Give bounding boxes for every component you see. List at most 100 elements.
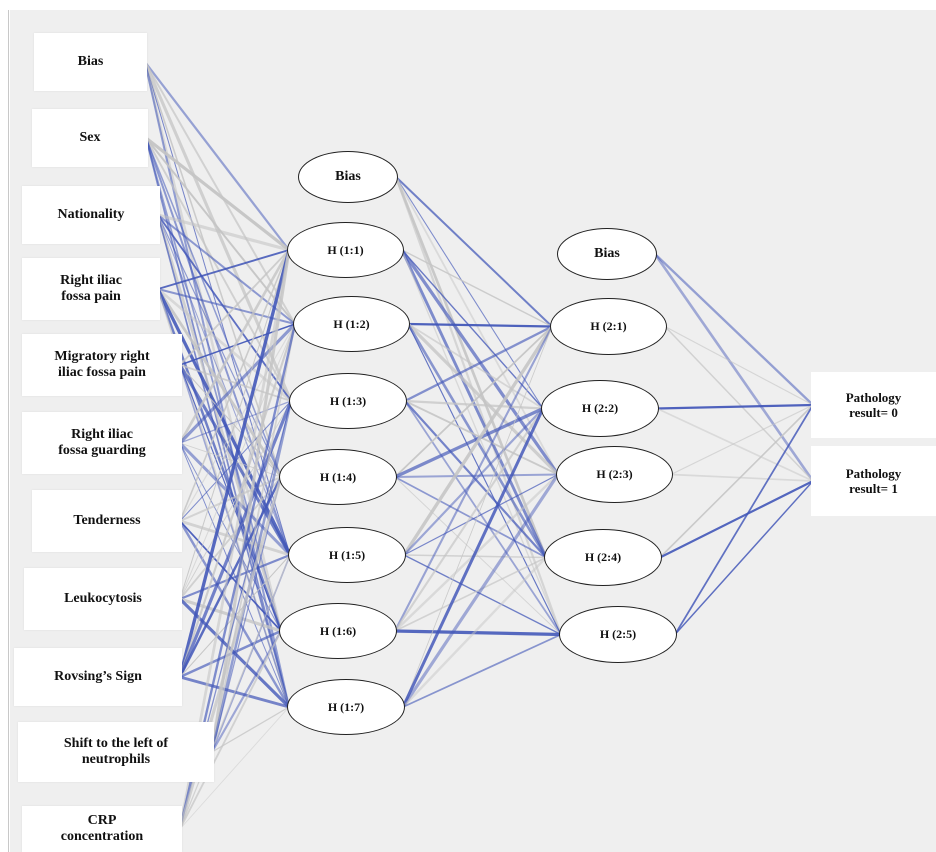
- input-h1-edge-9-6: [211, 630, 282, 753]
- h1-h2-edge-5-2: [403, 407, 544, 556]
- input-h1-edge-8-1: [178, 249, 291, 678]
- hidden1-node-h1-4: H (1:4): [279, 449, 397, 505]
- h1-h2-edge-4-1: [394, 325, 553, 478]
- h1-h2-edge-7-1: [402, 326, 553, 708]
- h2-output-edge-2-1: [656, 407, 814, 482]
- h1-h2-edge-7-2: [401, 407, 545, 708]
- input-h1-edge-8-4: [178, 476, 283, 678]
- input-h1-edge-5-5: [178, 441, 292, 557]
- input-h1-edge-7-6: [179, 597, 282, 633]
- hidden2-node-h2-1: H (2:1): [550, 298, 667, 355]
- input-h1-edge-5-1: [178, 249, 291, 444]
- input-h1-edge-5-7: [179, 442, 290, 708]
- h1-h2-edge-6-1: [394, 326, 553, 632]
- h2-output-edge-1-0: [664, 326, 814, 406]
- h1-h2-edge-1-1: [401, 249, 553, 328]
- h1-h2-edge-7-3: [401, 473, 560, 708]
- h2-output-edge-4-0: [659, 404, 814, 559]
- h1-h2-edge-3-1: [404, 325, 553, 403]
- input-node-rovsings-sign: Rovsing’s Sign: [14, 648, 182, 706]
- hidden2-node-h2-2: H (2:2): [541, 380, 659, 437]
- hidden1-node-h1-2: H (1:2): [293, 296, 410, 352]
- h2-output-edge-4-1: [659, 480, 814, 559]
- h2-output-edge-0-1: [653, 253, 815, 482]
- h1-h2-edge-5-1: [402, 325, 554, 556]
- input-h1-edge-7-4: [179, 476, 282, 600]
- input-h1-edge-7-2: [179, 323, 296, 600]
- input-h1-edge-6-1: [179, 249, 290, 522]
- input-h1-edge-9-7: [211, 706, 290, 753]
- h1-h2-edge-7-5: [402, 633, 562, 708]
- hidden2-node-h2-3: H (2:3): [556, 446, 673, 503]
- h1-h2-edge-2-3: [406, 322, 560, 476]
- input-h1-edge-0-2: [144, 61, 296, 325]
- h1-h2-edge-6-5: [394, 629, 562, 637]
- input-node-shift-to-left-of-neutrophils: Shift to the left of neutrophils: [18, 722, 214, 782]
- input-h1-edge-8-2: [179, 323, 296, 678]
- input-h1-edge-7-3: [179, 400, 292, 600]
- h1-h2-edge-4-2: [394, 407, 544, 479]
- h1-h2-edge-1-2: [401, 249, 544, 409]
- input-h1-edge-2-3: [157, 214, 292, 402]
- input-h1-edge-10-7: [179, 706, 290, 830]
- h2-output-edge-2-0: [656, 403, 814, 410]
- input-h1-edge-0-7: [143, 61, 291, 708]
- input-node-right-iliac-fossa-pain: Right iliac fossa pain: [22, 258, 160, 320]
- h1-h2-edge-5-3: [403, 473, 559, 556]
- h1-h2-edge-4-3: [394, 473, 559, 478]
- h2-output-edge-5-0: [674, 404, 814, 635]
- hidden2-node-bias: Bias: [557, 228, 657, 280]
- hidden1-node-h1-3: H (1:3): [289, 373, 407, 429]
- input-h1-edge-2-1: [157, 213, 290, 252]
- input-node-sex: Sex: [32, 109, 148, 167]
- panel-border: [8, 10, 9, 852]
- input-h1-edge-4-1: [179, 249, 290, 366]
- input-node-bias: Bias: [34, 33, 147, 91]
- hidden2-node-h2-5: H (2:5): [559, 606, 677, 663]
- h1-h2-edge-5-5: [403, 554, 562, 636]
- hidden1-node-h1-5: H (1:5): [288, 527, 406, 583]
- input-h1-edge-0-1: [144, 61, 290, 251]
- h1-h2-edge-3-4: [404, 400, 547, 559]
- input-h1-edge-1-5: [145, 137, 291, 556]
- h2-output-edge-0-0: [654, 253, 814, 406]
- hidden1-node-h1-1: H (1:1): [287, 222, 404, 278]
- h1-h2-edge-6-2: [394, 407, 544, 632]
- input-node-leukocytosis: Leukocytosis: [24, 568, 182, 630]
- h1-h2-edge-0-1: [395, 176, 553, 328]
- h2-output-edge-3-0: [670, 404, 814, 476]
- h2-output-edge-3-1: [670, 473, 814, 482]
- h1-h2-edge-6-4: [394, 556, 547, 632]
- hidden2-node-h2-4: H (2:4): [544, 529, 662, 586]
- h2-output-edge-1-1: [664, 325, 814, 482]
- h1-h2-edge-3-5: [404, 400, 562, 635]
- input-node-tenderness: Tenderness: [32, 490, 182, 552]
- input-h1-edge-7-5: [179, 553, 291, 601]
- h1-h2-edge-2-5: [407, 323, 562, 635]
- input-h1-edge-9-4: [211, 476, 282, 753]
- input-node-right-iliac-fossa-guarding: Right iliac fossa guarding: [22, 412, 182, 474]
- input-h1-edge-9-2: [211, 323, 296, 753]
- output-node-pathology-result-1: Pathology result= 1: [811, 446, 936, 516]
- input-node-migratory-right-iliac-fossa-pain: Migratory right iliac fossa pain: [22, 334, 182, 396]
- input-h1-edge-3-1: [157, 249, 290, 290]
- h1-h2-edge-7-4: [402, 556, 547, 708]
- input-h1-edge-7-1: [179, 249, 290, 600]
- h1-h2-edge-0-2: [395, 176, 544, 409]
- hidden1-node-h1-6: H (1:6): [279, 603, 397, 659]
- output-node-pathology-result-0: Pathology result= 0: [811, 372, 936, 438]
- hidden1-node-h1-7: H (1:7): [287, 679, 405, 735]
- input-h1-edge-1-4: [145, 137, 282, 478]
- h2-output-edge-5-1: [674, 480, 814, 635]
- input-node-nationality: Nationality: [22, 186, 160, 244]
- h1-h2-edge-2-1: [407, 322, 553, 328]
- hidden1-node-bias: Bias: [298, 151, 398, 203]
- input-h1-edge-1-3: [145, 137, 292, 402]
- input-node-crp-concentration: CRP concentration: [22, 806, 182, 852]
- input-h1-edge-10-5: [179, 554, 291, 830]
- input-h1-edge-1-1: [145, 136, 290, 252]
- input-h1-edge-6-2: [179, 323, 296, 522]
- input-h1-edge-3-5: [156, 288, 292, 556]
- input-h1-edge-10-6: [179, 630, 282, 830]
